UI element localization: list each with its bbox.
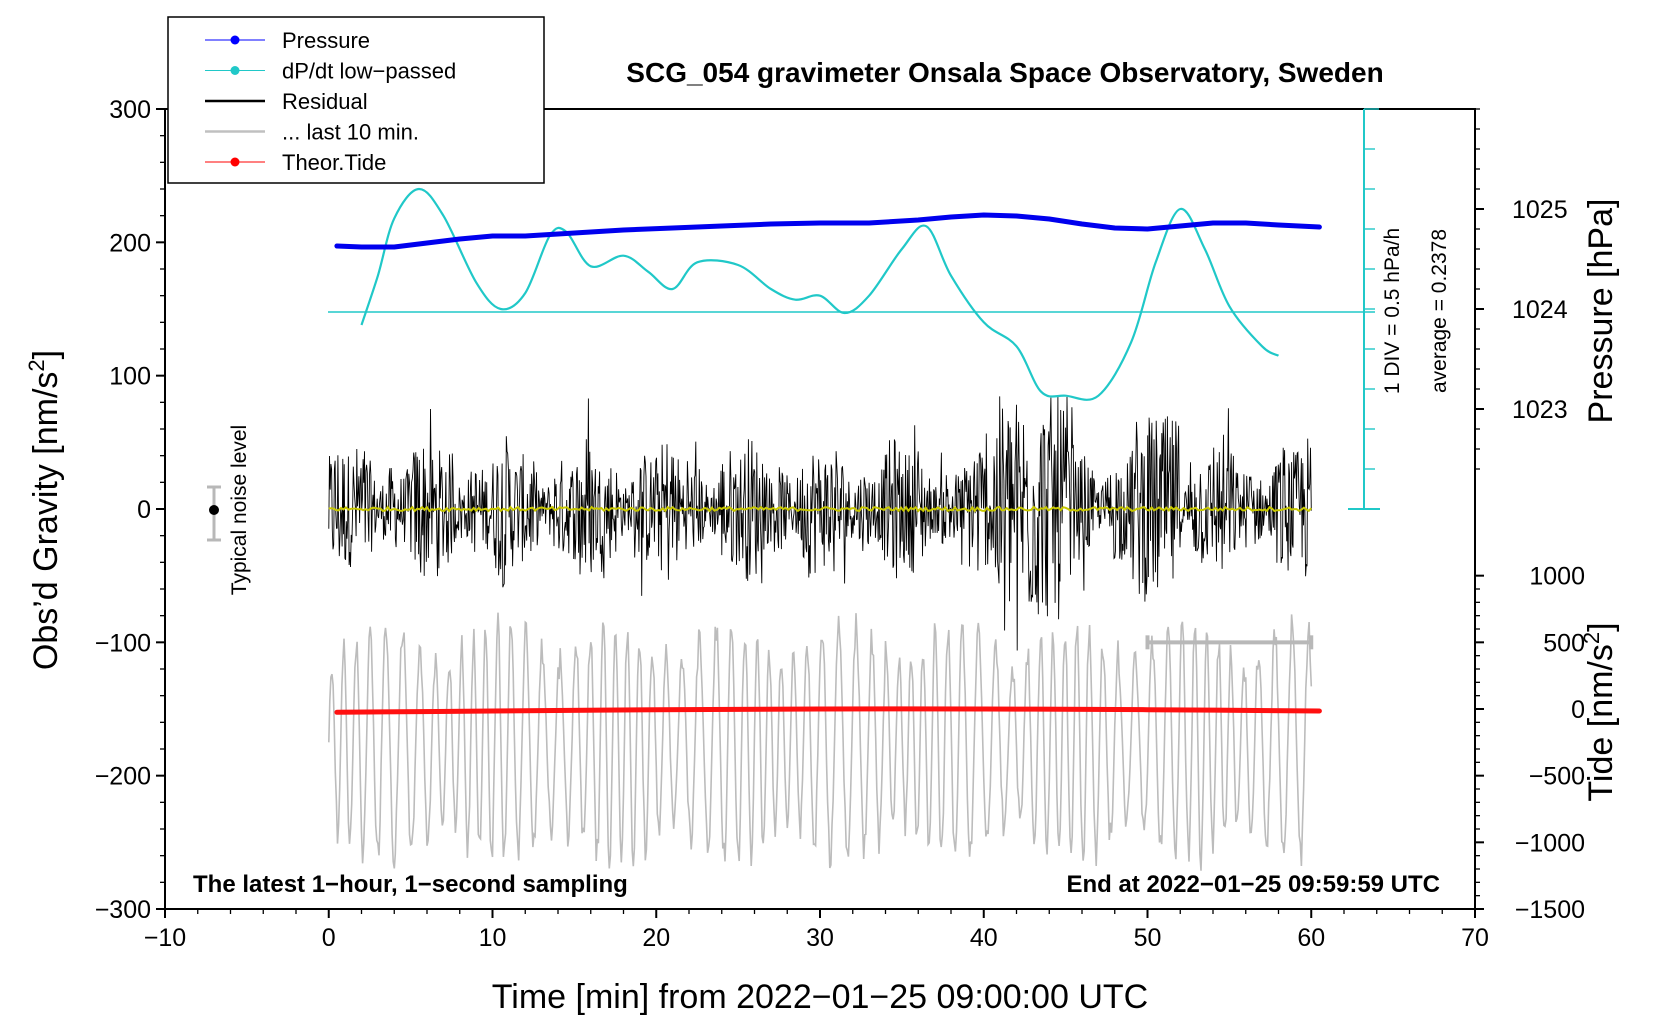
x-tick-label: 40 (970, 924, 998, 952)
chart-title: SCG_054 gravimeter Onsala Space Observat… (626, 57, 1383, 88)
legend-label: dP/dt low−passed (282, 59, 456, 84)
legend-marker (230, 35, 240, 45)
x-tick-label: 60 (1297, 924, 1325, 952)
legend-marker (230, 157, 240, 167)
legend-label: Pressure (282, 28, 370, 53)
tide-tick-label: −1000 (1515, 829, 1585, 857)
noise-level-indicator: Typical noise level (207, 425, 251, 595)
tide-axis-label-sup: 2 (1579, 632, 1604, 644)
legend-marker (230, 66, 240, 75)
x-axis-label: Time [min] from 2022−01−25 09:00:00 UTC (492, 978, 1148, 1016)
last-10-min-line (328, 612, 1313, 871)
dpdt-line (360, 187, 1280, 401)
y-tick-label: 100 (109, 363, 151, 391)
tide-tick-label: 500 (1543, 629, 1585, 657)
div-label: 1 DIV = 0.5 hPa/h (1381, 228, 1404, 394)
tide-axis-label-end: ] (1582, 622, 1620, 631)
pressure-line (334, 212, 1322, 250)
y-tick-label: 0 (137, 496, 151, 524)
y-tick-label: −200 (95, 763, 151, 791)
legend: Pressure dP/dt low−passed Residual ... last… (167, 16, 545, 184)
dpdt-scale-bar (1348, 108, 1380, 510)
noise-dot (209, 505, 219, 515)
y-tick-label: 300 (109, 96, 151, 124)
x-tick-label: 20 (642, 924, 670, 952)
x-tick-label: 0 (322, 924, 336, 952)
tide-axis-label-main: Tide [nm/s (1582, 644, 1620, 801)
noise-level-label: Typical noise level (228, 425, 251, 595)
residual-line (328, 396, 1312, 651)
pressure-tick-label: 1023 (1512, 396, 1568, 424)
tide-axis-label: Tide [nm/s2] (1579, 622, 1620, 801)
residual-mean-line (328, 505, 1313, 513)
y-tick-label: −300 (95, 896, 151, 924)
x-tick-label: −10 (144, 924, 186, 952)
y-axis-label: Obs’d Gravity [nm/s2] (24, 350, 65, 670)
y-axis-label-end: ] (27, 350, 65, 359)
tide-tick-label: −1500 (1515, 896, 1585, 924)
legend-label: Theor.Tide (282, 150, 386, 175)
legend-label: Residual (282, 89, 368, 114)
end-time-note: End at 2022−01−25 09:59:59 UTC (1066, 871, 1440, 898)
last-10-min-range-bar (1145, 635, 1314, 650)
average-label: average = 0.2378 (1428, 229, 1451, 393)
legend-label: ... last 10 min. (282, 120, 419, 145)
x-tick-label: 70 (1461, 924, 1489, 952)
tide-tick-label: −500 (1529, 763, 1585, 791)
y-tick-label: −100 (95, 629, 151, 657)
theor-tide-line (334, 706, 1322, 715)
y-tick-label: 200 (109, 229, 151, 257)
sampling-note: The latest 1−hour, 1−second sampling (193, 871, 628, 898)
y-axis-label-main: Obs’d Gravity [nm/s (27, 372, 65, 671)
pressure-tick-label: 1025 (1512, 196, 1568, 224)
x-tick-label: 30 (806, 924, 834, 952)
pressure-tick-label: 1024 (1512, 296, 1568, 324)
x-tick-label: 50 (1134, 924, 1162, 952)
y-axis-label-sup: 2 (24, 359, 49, 371)
tide-tick-label: 0 (1571, 696, 1585, 724)
pressure-axis-label: Pressure [hPa] (1582, 199, 1620, 424)
x-tick-label: 10 (479, 924, 507, 952)
tide-tick-label: 1000 (1529, 563, 1585, 591)
